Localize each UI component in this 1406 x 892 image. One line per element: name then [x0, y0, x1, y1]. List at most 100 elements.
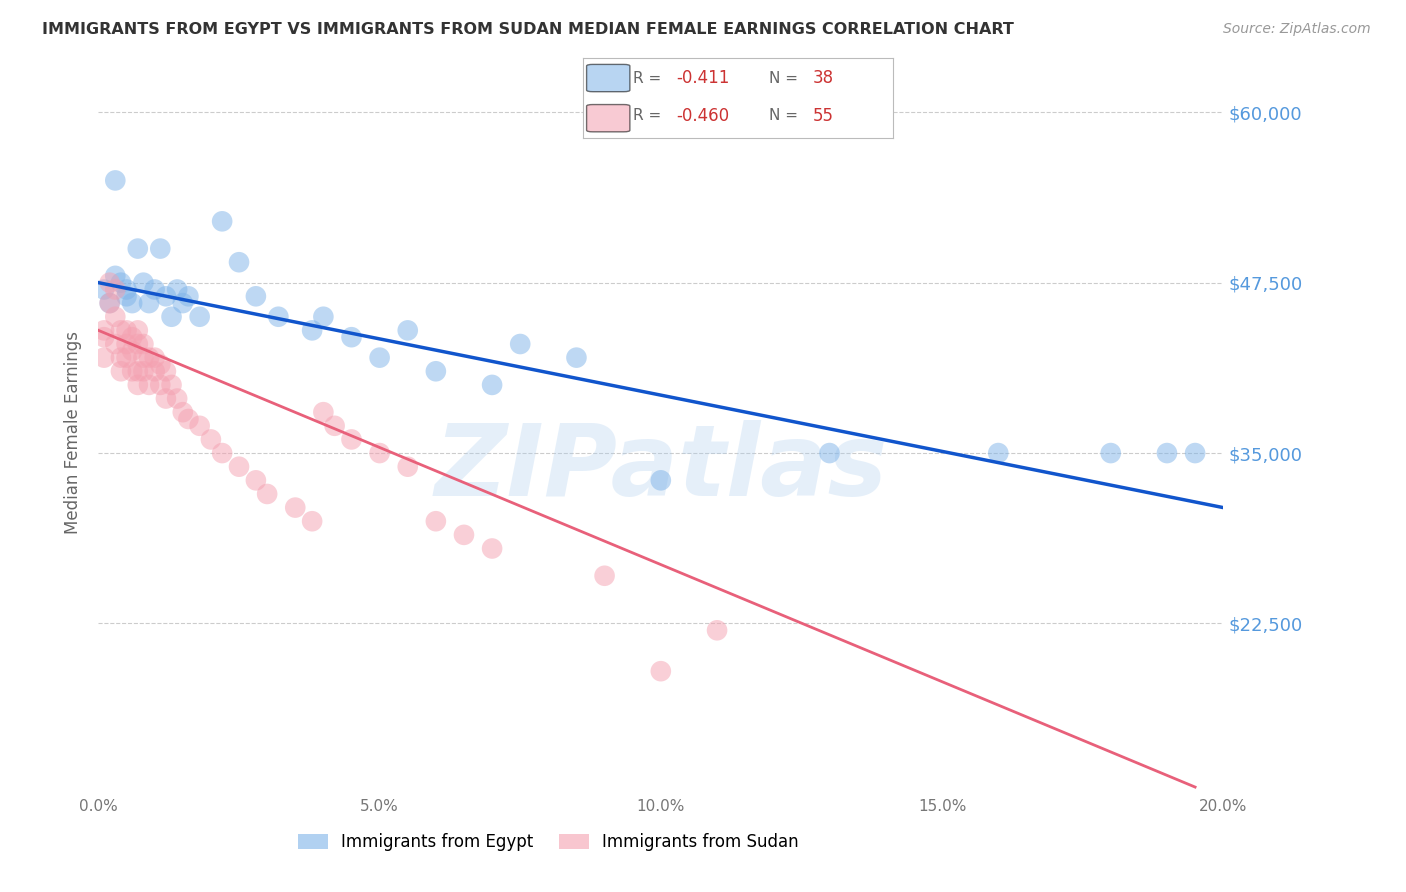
Point	[340, 433, 363, 447]
Point	[200, 433, 222, 447]
Point	[312, 310, 335, 324]
Point	[93, 330, 115, 344]
Point	[267, 310, 290, 324]
Text: R =: R =	[633, 108, 661, 123]
Point	[138, 378, 160, 392]
Point	[481, 378, 503, 392]
Point	[481, 541, 503, 556]
Point	[256, 487, 278, 501]
Point	[143, 351, 166, 365]
FancyBboxPatch shape	[586, 104, 630, 132]
Point	[650, 473, 672, 487]
Point	[104, 173, 127, 187]
Point	[149, 378, 172, 392]
Point	[104, 283, 127, 297]
Point	[706, 624, 728, 638]
Point	[987, 446, 1010, 460]
Point	[104, 310, 127, 324]
Point	[110, 276, 132, 290]
Point	[155, 364, 177, 378]
Legend: Immigrants from Egypt, Immigrants from Sudan: Immigrants from Egypt, Immigrants from S…	[291, 827, 806, 858]
Text: 55: 55	[813, 107, 834, 125]
Point	[160, 310, 183, 324]
Point	[1156, 446, 1178, 460]
Text: N =: N =	[769, 108, 799, 123]
Point	[110, 351, 132, 365]
Point	[509, 337, 531, 351]
Text: -0.460: -0.460	[676, 107, 730, 125]
Point	[121, 330, 143, 344]
Point	[166, 392, 188, 406]
Point	[121, 364, 143, 378]
Point	[396, 459, 419, 474]
Point	[1184, 446, 1206, 460]
Point	[127, 323, 149, 337]
Point	[132, 337, 155, 351]
FancyBboxPatch shape	[586, 64, 630, 92]
Point	[177, 289, 200, 303]
Point	[155, 289, 177, 303]
Text: Source: ZipAtlas.com: Source: ZipAtlas.com	[1223, 22, 1371, 37]
Point	[93, 323, 115, 337]
Point	[172, 405, 194, 419]
Text: IMMIGRANTS FROM EGYPT VS IMMIGRANTS FROM SUDAN MEDIAN FEMALE EARNINGS CORRELATIO: IMMIGRANTS FROM EGYPT VS IMMIGRANTS FROM…	[42, 22, 1014, 37]
Point	[155, 392, 177, 406]
Point	[245, 473, 267, 487]
Point	[245, 289, 267, 303]
Point	[115, 351, 138, 365]
Point	[132, 351, 155, 365]
Point	[188, 310, 211, 324]
Point	[98, 296, 121, 310]
Point	[453, 528, 475, 542]
Point	[121, 343, 143, 358]
Point	[121, 296, 143, 310]
Point	[211, 446, 233, 460]
Point	[301, 514, 323, 528]
Point	[127, 364, 149, 378]
Point	[98, 276, 121, 290]
Point	[110, 323, 132, 337]
Point	[132, 276, 155, 290]
Point	[818, 446, 841, 460]
Point	[1099, 446, 1122, 460]
Point	[127, 378, 149, 392]
Point	[340, 330, 363, 344]
Point	[115, 323, 138, 337]
Point	[211, 214, 233, 228]
Point	[368, 351, 391, 365]
Text: 38: 38	[813, 69, 834, 87]
Point	[93, 283, 115, 297]
Point	[149, 358, 172, 372]
Text: R =: R =	[633, 70, 661, 86]
Point	[228, 459, 250, 474]
Point	[188, 418, 211, 433]
Point	[166, 283, 188, 297]
Point	[396, 323, 419, 337]
Point	[368, 446, 391, 460]
Point	[172, 296, 194, 310]
Point	[138, 296, 160, 310]
Point	[425, 514, 447, 528]
Point	[425, 364, 447, 378]
Point	[104, 268, 127, 283]
Point	[143, 283, 166, 297]
Point	[228, 255, 250, 269]
Point	[312, 405, 335, 419]
Text: N =: N =	[769, 70, 799, 86]
Text: -0.411: -0.411	[676, 69, 730, 87]
Y-axis label: Median Female Earnings: Median Female Earnings	[65, 331, 83, 534]
Point	[138, 351, 160, 365]
Point	[127, 242, 149, 256]
Point	[104, 337, 127, 351]
Point	[98, 296, 121, 310]
Point	[143, 364, 166, 378]
Point	[149, 242, 172, 256]
Point	[565, 351, 588, 365]
Point	[127, 337, 149, 351]
Point	[593, 568, 616, 582]
Point	[284, 500, 307, 515]
Point	[115, 283, 138, 297]
Point	[93, 351, 115, 365]
Point	[650, 664, 672, 678]
Text: ZIPatlas: ZIPatlas	[434, 420, 887, 517]
